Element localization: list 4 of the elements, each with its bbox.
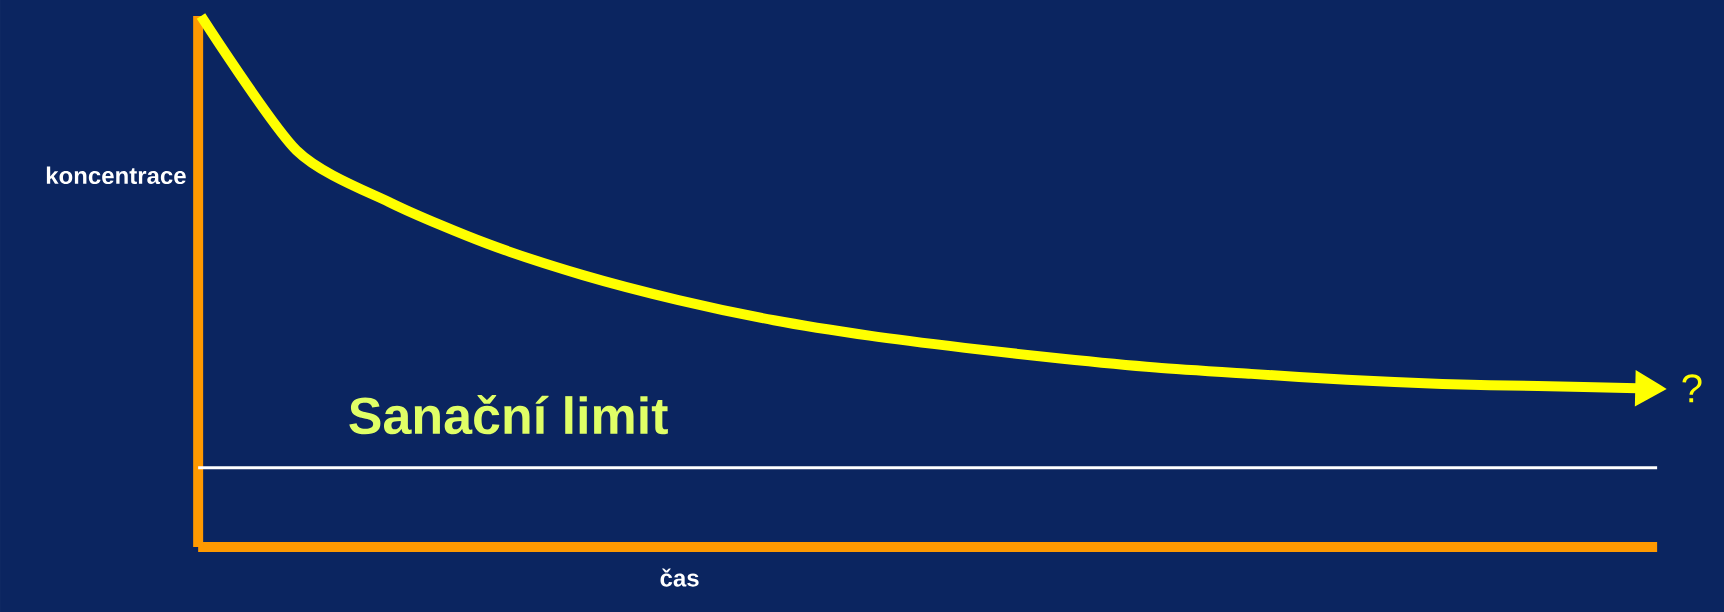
- y-axis-title: koncentrace: [46, 166, 186, 185]
- ref-line-label: Sanační limit: [349, 394, 668, 435]
- text: ?: [1682, 374, 1702, 403]
- x-axis-title: čas: [660, 568, 699, 587]
